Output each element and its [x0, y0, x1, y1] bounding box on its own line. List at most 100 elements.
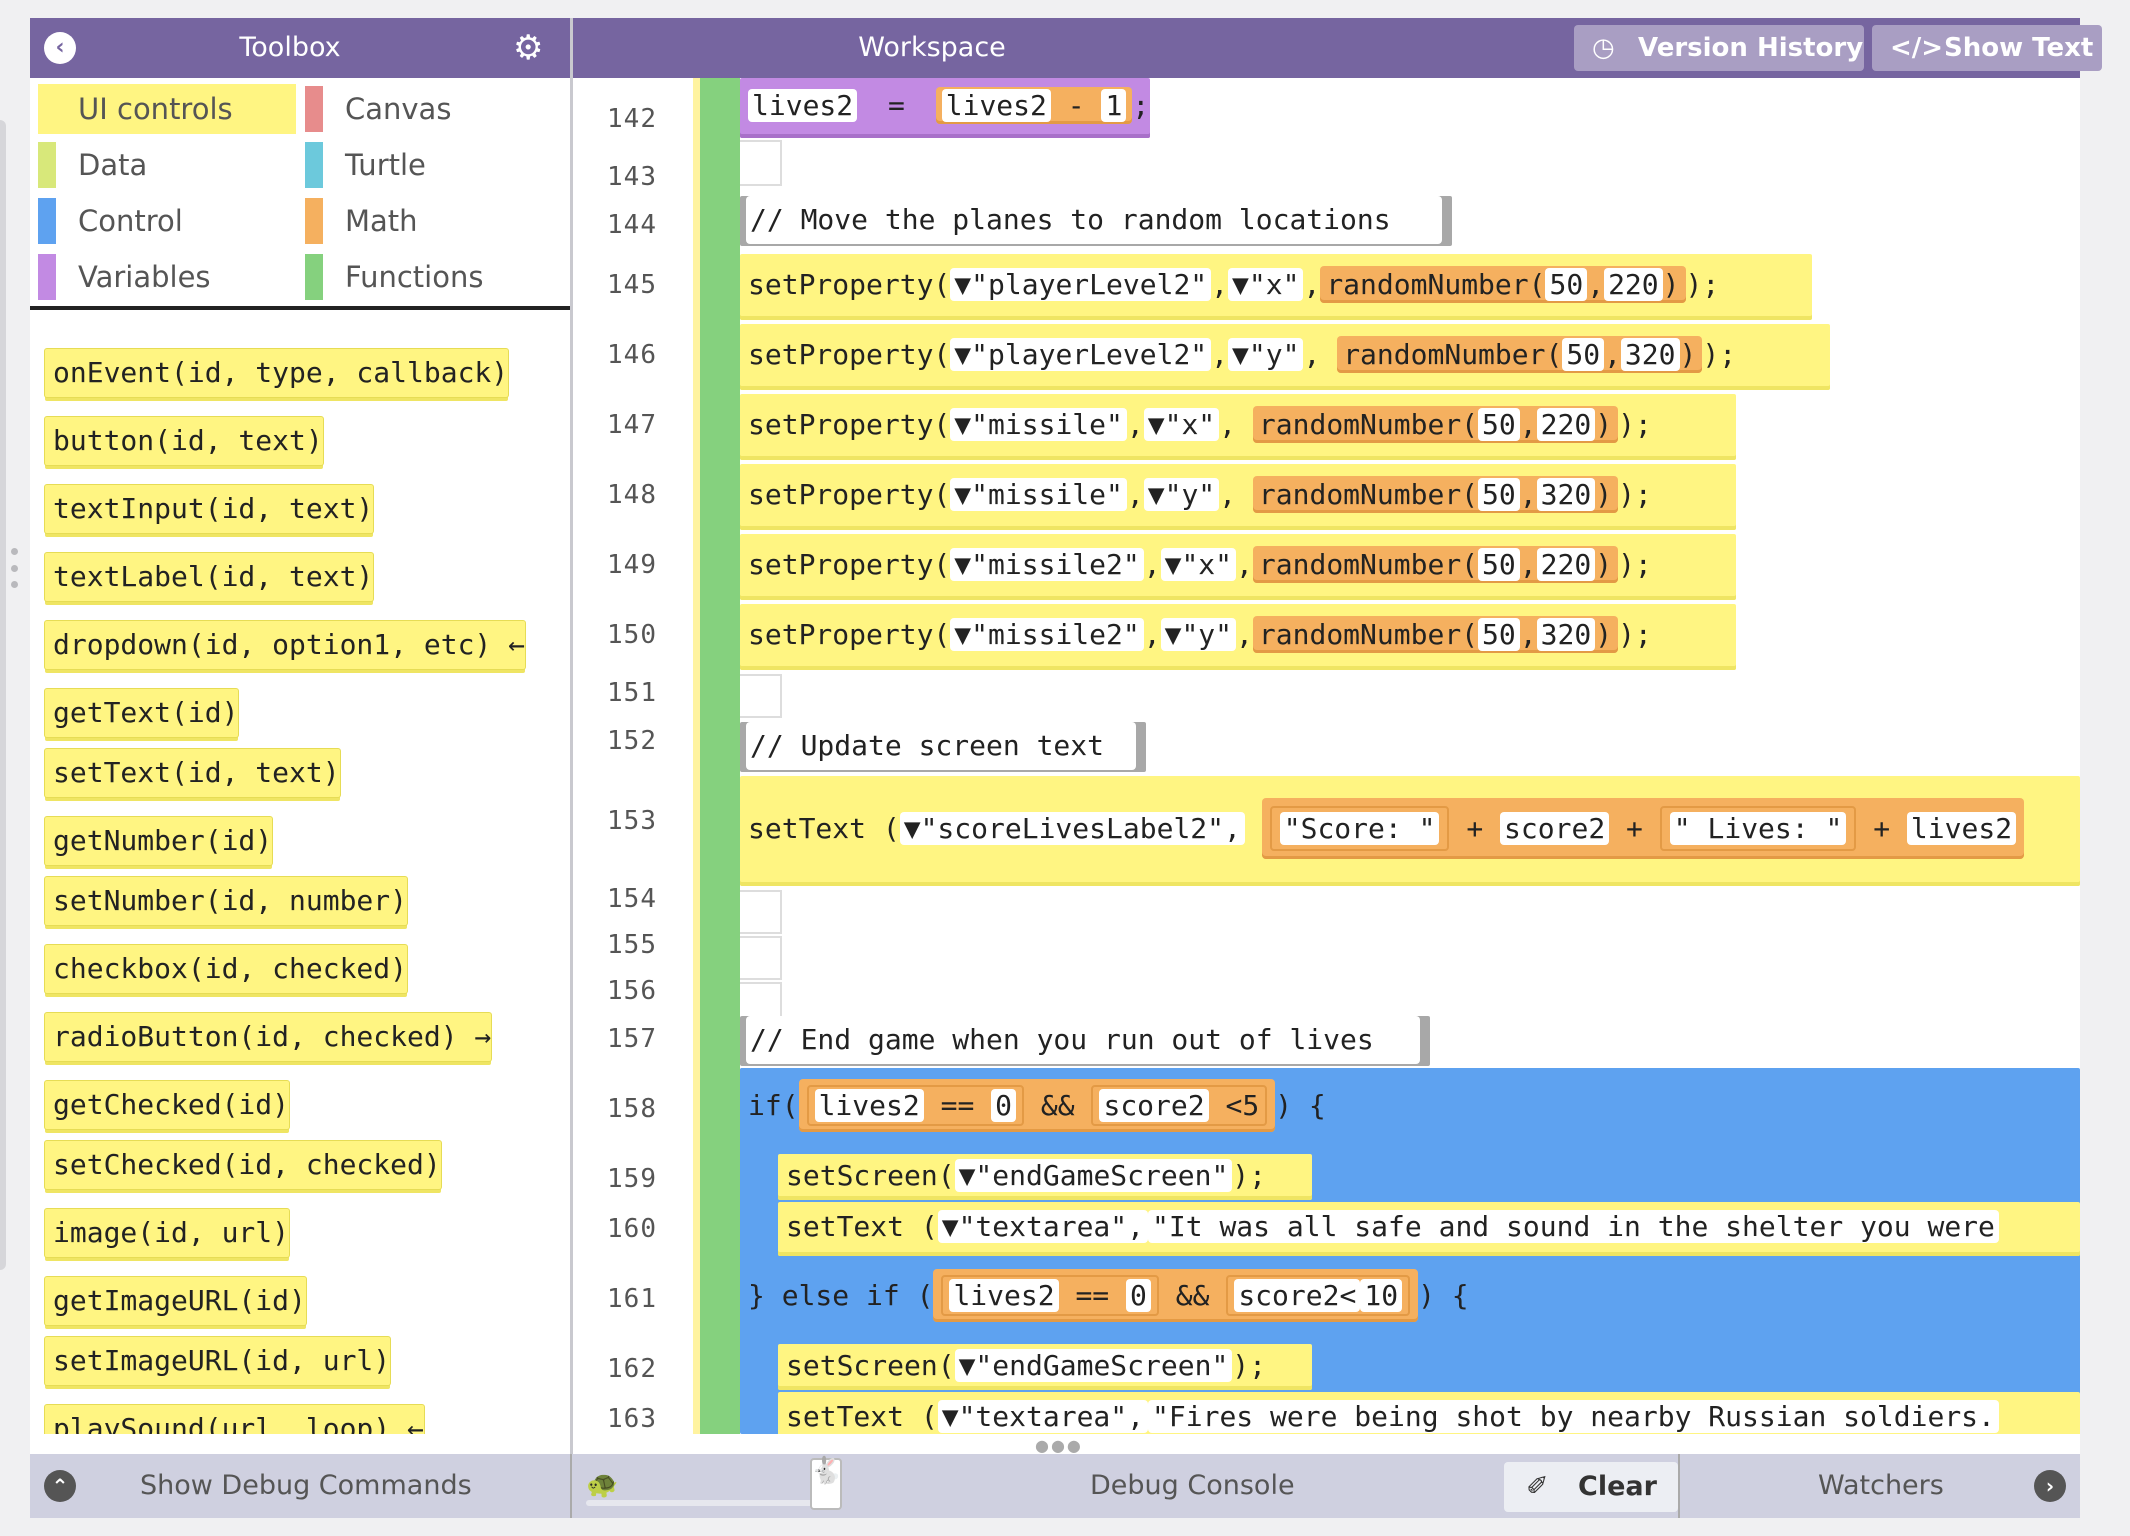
- empty-line-block[interactable]: [740, 936, 782, 980]
- line-number: 157: [607, 1024, 657, 1054]
- setProperty-block[interactable]: setProperty(▼"playerLevel2", ▼"x", randomN…: [740, 254, 1812, 320]
- string-concat-block[interactable]: "Score: " + score2 + " Lives: " + lives2: [1261, 798, 2025, 859]
- debug-bar: ⌃ Show Debug Commands 🐢 🐇 Debug Console …: [30, 1454, 2080, 1518]
- dropdown-slot[interactable]: ▼"scoreLivesLabel2",: [899, 812, 1245, 845]
- category-canvas[interactable]: Canvas: [305, 84, 555, 134]
- variable-slot[interactable]: lives2: [748, 89, 858, 122]
- block-getImageURL[interactable]: getImageURL(id): [44, 1276, 307, 1326]
- show-text-button[interactable]: </> Show Text: [1872, 25, 2102, 71]
- block-getNumber[interactable]: getNumber(id): [44, 816, 274, 866]
- dropdown-slot[interactable]: ▼"endGameScreen": [954, 1349, 1233, 1382]
- block-setImageURL[interactable]: setImageURL(id, url): [44, 1336, 392, 1386]
- dropdown-slot[interactable]: ▼"endGameScreen": [954, 1159, 1233, 1192]
- turtle-slow-icon: 🐢: [586, 1470, 619, 1500]
- setText-block[interactable]: setText (▼"scoreLivesLabel2", "Score: " …: [740, 776, 2080, 886]
- math-block[interactable]: lives2 - 1: [935, 87, 1133, 124]
- block-checkbox[interactable]: checkbox(id, checked): [44, 944, 409, 994]
- dropdown-slot[interactable]: ▼"x": [1160, 548, 1237, 581]
- randomNumber-block[interactable]: randomNumber(50, 320): [1337, 336, 1703, 373]
- block-button[interactable]: button(id, text): [44, 416, 324, 466]
- dropdown-slot[interactable]: ▼"missile2": [950, 548, 1144, 581]
- block-getChecked[interactable]: getChecked(id): [44, 1080, 291, 1130]
- empty-line-block[interactable]: [740, 674, 782, 718]
- block-textInput[interactable]: textInput(id, text): [44, 484, 375, 534]
- setProperty-block[interactable]: setProperty(▼"playerLevel2", ▼"y", random…: [740, 324, 1830, 390]
- speed-slider[interactable]: [586, 1500, 826, 1506]
- randomNumber-block[interactable]: randomNumber(50, 220): [1252, 546, 1619, 583]
- block-image[interactable]: image(id, url): [44, 1208, 291, 1258]
- dropdown-slot[interactable]: ▼"y": [1160, 618, 1237, 651]
- clear-button[interactable]: ✐ Clear: [1504, 1462, 1678, 1512]
- dropdown-slot[interactable]: ▼"missile": [950, 408, 1127, 441]
- dropdown-slot[interactable]: ▼"missile2": [950, 618, 1144, 651]
- dropdown-slot[interactable]: ▼"playerLevel2": [950, 338, 1212, 371]
- block-setNumber[interactable]: setNumber(id, number): [44, 876, 409, 926]
- category-control[interactable]: Control: [38, 196, 296, 246]
- dropdown-slot[interactable]: ▼"y": [1143, 478, 1220, 511]
- block-setText[interactable]: setText(id, text): [44, 748, 341, 798]
- category-ui-controls[interactable]: UI controls: [38, 84, 296, 134]
- category-data[interactable]: Data: [38, 140, 296, 190]
- panel-divider[interactable]: [570, 18, 573, 1518]
- and-block[interactable]: lives2 == 0 && score2< 10: [933, 1269, 1419, 1322]
- category-turtle[interactable]: Turtle: [305, 140, 555, 190]
- comment-block[interactable]: // End game when you run out of lives: [740, 1016, 1430, 1066]
- block-onEvent[interactable]: onEvent(id, type, callback): [44, 348, 510, 398]
- toolbox-header: ‹ Toolbox ⚙: [30, 18, 570, 78]
- and-block[interactable]: lives2 == 0 && score2 <5: [798, 1079, 1276, 1132]
- setScreen-block[interactable]: setScreen(▼"endGameScreen");: [778, 1154, 1312, 1200]
- setProperty-block[interactable]: setProperty(▼"missile2", ▼"x", randomNumbe…: [740, 534, 1736, 600]
- setProperty-block[interactable]: setProperty(▼"missile", ▼"y", randomNumbe…: [740, 464, 1736, 530]
- dropdown-slot[interactable]: ▼"textarea",: [937, 1210, 1149, 1243]
- panel-resize-grip[interactable]: [11, 548, 19, 588]
- setText-block[interactable]: setText (▼"textarea", "It was all safe an…: [778, 1202, 2080, 1256]
- setText-block[interactable]: setText (▼"textarea", "Fires were being s…: [778, 1392, 2080, 1434]
- setProperty-block[interactable]: setProperty(▼"missile2", ▼"y", randomNumbe…: [740, 604, 1736, 670]
- else-if-condition-row[interactable]: } else if (lives2 == 0 && score2< 10) {: [740, 1258, 1576, 1338]
- empty-line-block[interactable]: [740, 890, 782, 934]
- line-number: 155: [607, 930, 657, 960]
- eraser-icon: ✐: [1526, 1471, 1549, 1502]
- block-dropdown[interactable]: dropdown(id, option1, etc) ←: [44, 620, 527, 670]
- if-condition-row[interactable]: if(lives2 == 0 && score2 <5) {: [740, 1068, 1350, 1148]
- category-functions[interactable]: Functions: [305, 252, 555, 302]
- block-playSound[interactable]: playSound(url, loop) ←: [44, 1404, 425, 1434]
- block-radioButton[interactable]: radioButton(id, checked) →: [44, 1012, 493, 1062]
- category-variables[interactable]: Variables: [38, 252, 296, 302]
- setScreen-block[interactable]: setScreen(▼"endGameScreen");: [778, 1344, 1312, 1390]
- dropdown-slot[interactable]: ▼"y": [1228, 338, 1304, 371]
- gear-icon[interactable]: ⚙: [513, 28, 544, 68]
- show-debug-commands-link[interactable]: Show Debug Commands: [140, 1470, 472, 1501]
- collapse-toolbox-icon[interactable]: ‹: [44, 32, 76, 64]
- block-setChecked[interactable]: setChecked(id, checked): [44, 1140, 442, 1190]
- comment-block[interactable]: // Move the planes to random locations: [740, 196, 1452, 246]
- dropdown-slot[interactable]: ▼"missile": [950, 478, 1127, 511]
- string-slot[interactable]: "It was all safe and sound in the shelte…: [1148, 1210, 1999, 1243]
- console-resize-handle[interactable]: ●●●: [1035, 1436, 1083, 1455]
- window-edge: [0, 120, 6, 1270]
- comment-block[interactable]: // Update screen text: [740, 722, 1146, 772]
- line-number: 151: [607, 678, 657, 708]
- dropdown-slot[interactable]: ▼"x": [1228, 268, 1304, 301]
- version-history-button[interactable]: ◷ Version History: [1574, 25, 1864, 71]
- randomNumber-block[interactable]: randomNumber(50, 320): [1252, 476, 1619, 513]
- dropdown-slot[interactable]: ▼"textarea",: [937, 1400, 1149, 1433]
- block-getText[interactable]: getText(id): [44, 688, 240, 738]
- speed-slider-handle[interactable]: [810, 1458, 842, 1510]
- expand-watchers-icon[interactable]: ›: [2034, 1470, 2066, 1502]
- block-textLabel[interactable]: textLabel(id, text): [44, 552, 375, 602]
- expand-debug-commands-icon[interactable]: ⌃: [44, 1470, 76, 1502]
- dropdown-slot[interactable]: ▼"x": [1143, 408, 1220, 441]
- line-number: 152: [607, 726, 657, 756]
- setProperty-block[interactable]: setProperty(▼"missile", ▼"x", randomNumbe…: [740, 394, 1736, 460]
- assignment-block[interactable]: lives2 = lives2 - 1;: [740, 78, 1150, 138]
- randomNumber-block[interactable]: randomNumber(50, 220): [1252, 406, 1619, 443]
- string-slot[interactable]: "Fires were being shot by nearby Russian…: [1148, 1400, 1999, 1433]
- empty-line-block[interactable]: [740, 140, 782, 186]
- category-math[interactable]: Math: [305, 196, 555, 246]
- randomNumber-block[interactable]: randomNumber(50, 320): [1252, 616, 1619, 653]
- code-workspace: lives2 = lives2 - 1; // Move the planes …: [740, 78, 2080, 1434]
- watchers-title: Watchers: [1818, 1470, 1944, 1501]
- dropdown-slot[interactable]: ▼"playerLevel2": [950, 268, 1212, 301]
- randomNumber-block[interactable]: randomNumber(50, 220): [1320, 266, 1686, 303]
